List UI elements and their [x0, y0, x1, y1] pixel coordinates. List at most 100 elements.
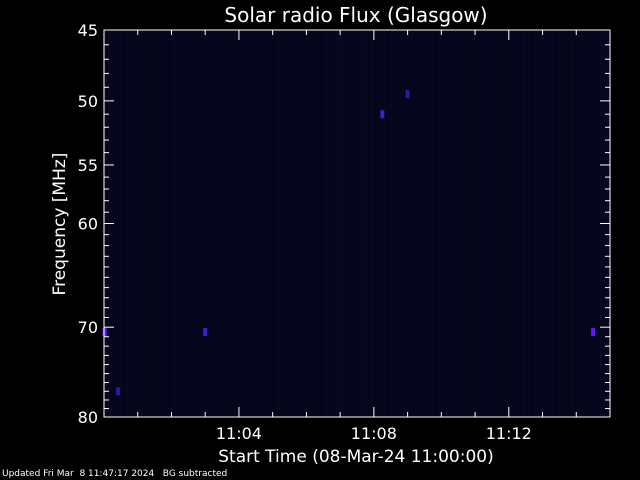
status-footer: Updated Fri Mar 8 11:47:17 2024 BG subtr… [2, 469, 228, 479]
chart-title: Solar radio Flux (Glasgow) [224, 3, 487, 27]
background-striation [129, 31, 131, 416]
background-striation [450, 31, 452, 416]
background-striation [192, 31, 194, 416]
background-striation [441, 31, 443, 416]
background-striation [330, 31, 332, 416]
background-striation [273, 31, 275, 416]
background-striation [132, 31, 134, 416]
background-striation [342, 31, 344, 416]
background-striation [222, 31, 224, 416]
y-tick-label: 45 [78, 21, 98, 40]
y-axis-label: Frequency [MHz] [50, 153, 70, 296]
background-striation [291, 31, 293, 416]
background-striation [447, 31, 449, 416]
background-striation [375, 31, 377, 416]
background-striation [351, 31, 353, 416]
background-striation [564, 31, 566, 416]
background-striation [579, 31, 581, 416]
background-striation [444, 31, 446, 416]
background-striation [567, 31, 569, 416]
background-striation [324, 31, 326, 416]
background-striation [504, 31, 506, 416]
background-striation [489, 31, 491, 416]
background-striation [216, 31, 218, 416]
background-striation [219, 31, 221, 416]
x-tick-label: 11:12 [486, 424, 532, 443]
x-tick-label: 11:04 [216, 424, 262, 443]
background-striation [477, 31, 479, 416]
background-striation [198, 31, 200, 416]
background-striation [327, 31, 329, 416]
background-striation [228, 31, 230, 416]
background-striation [306, 31, 308, 416]
background-striation [267, 31, 269, 416]
spectrogram-striations [105, 31, 611, 416]
background-striation [204, 31, 206, 416]
background-striation [207, 31, 209, 416]
background-striation [285, 31, 287, 416]
background-striation [558, 31, 560, 416]
background-striation [360, 31, 362, 416]
background-striation [498, 31, 500, 416]
background-striation [417, 31, 419, 416]
spectrogram-feature [116, 387, 121, 396]
background-striation [213, 31, 215, 416]
background-striation [246, 31, 248, 416]
background-striation [549, 31, 551, 416]
background-striation [537, 31, 539, 416]
background-striation [465, 31, 467, 416]
background-striation [294, 31, 296, 416]
background-striation [144, 31, 146, 416]
background-striation [258, 31, 260, 416]
background-striation [339, 31, 341, 416]
background-striation [588, 31, 590, 416]
background-striation [345, 31, 347, 416]
background-striation [234, 31, 236, 416]
y-tick-label: 70 [78, 318, 98, 337]
y-axis: 45 50 55 60 70 80 [78, 21, 610, 427]
y-tick-label: 60 [78, 215, 98, 234]
background-striation [201, 31, 203, 416]
background-striation [159, 31, 161, 416]
spectrogram-feature [405, 90, 410, 99]
x-axis: 11:04 11:08 11:12 [137, 30, 577, 443]
background-striation [276, 31, 278, 416]
background-striation [153, 31, 155, 416]
background-striation [582, 31, 584, 416]
background-striation [249, 31, 251, 416]
spectrogram-features [102, 90, 596, 396]
background-striation [171, 31, 173, 416]
background-striation [141, 31, 143, 416]
background-striation [114, 31, 116, 416]
background-striation [231, 31, 233, 416]
background-striation [120, 31, 122, 416]
background-striation [174, 31, 176, 416]
background-striation [156, 31, 158, 416]
background-striation [183, 31, 185, 416]
background-striation [555, 31, 557, 416]
background-striation [438, 31, 440, 416]
background-striation [573, 31, 575, 416]
background-striation [462, 31, 464, 416]
background-striation [552, 31, 554, 416]
background-striation [288, 31, 290, 416]
background-striation [303, 31, 305, 416]
background-striation [411, 31, 413, 416]
background-striation [393, 31, 395, 416]
background-striation [336, 31, 338, 416]
background-striation [405, 31, 407, 416]
background-striation [546, 31, 548, 416]
y-tick-label: 80 [78, 408, 98, 427]
spectrogram-feature [380, 110, 385, 119]
spectrogram-feature [591, 328, 596, 336]
background-striation [402, 31, 404, 416]
background-striation [177, 31, 179, 416]
background-striation [390, 31, 392, 416]
background-striation [243, 31, 245, 416]
background-striation [318, 31, 320, 416]
background-striation [591, 31, 593, 416]
spectrogram-feature [102, 328, 107, 336]
background-striation [312, 31, 314, 416]
background-striation [354, 31, 356, 416]
